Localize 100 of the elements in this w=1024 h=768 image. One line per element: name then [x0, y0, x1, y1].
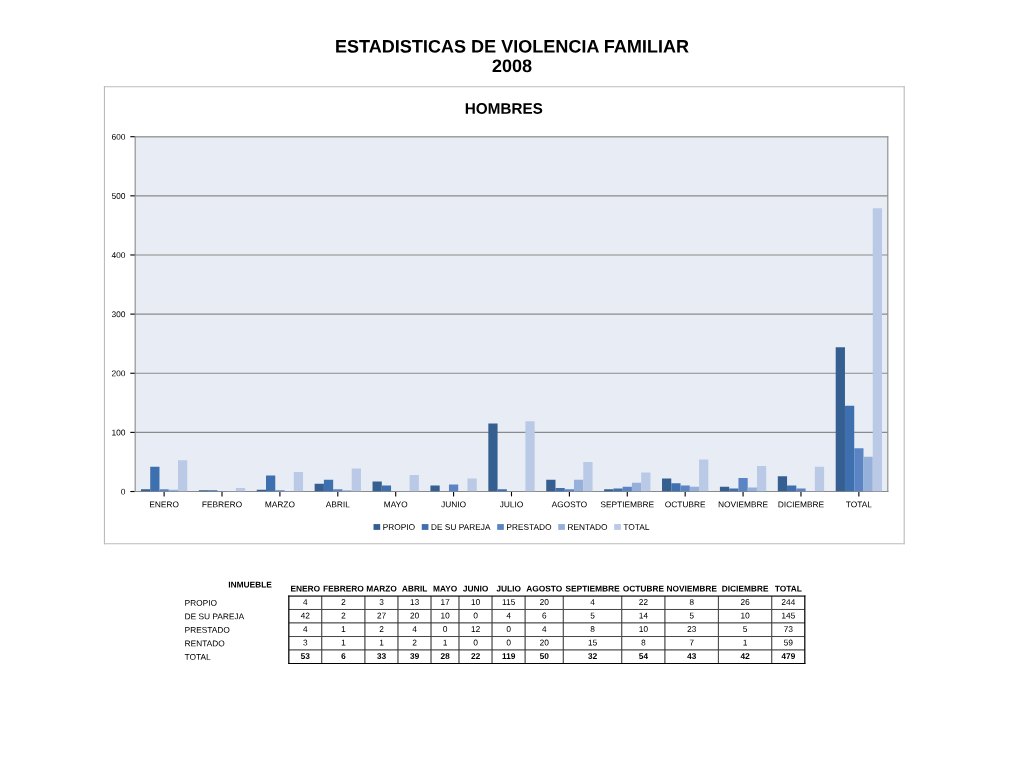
data-label: 53	[300, 653, 310, 660]
x-tick-label: MARZO	[366, 585, 397, 592]
bar	[467, 478, 477, 492]
bar	[159, 489, 169, 492]
data-label: 119	[502, 653, 516, 660]
x-tick-label: TOTAL	[846, 501, 872, 508]
data-label: 22	[471, 653, 480, 659]
chart-subtitle: HOMBRES	[465, 103, 543, 114]
x-tick-label: FEBRERO	[202, 501, 242, 508]
data-label: 4	[542, 626, 547, 632]
data-label: 14	[639, 612, 648, 619]
bar	[266, 475, 276, 492]
data-label: 5	[743, 626, 748, 632]
data-label: 2	[379, 626, 384, 632]
y-tick-label: 100	[112, 429, 126, 436]
x-tick-label: JUNIO	[441, 501, 466, 508]
bar	[178, 460, 188, 492]
bar	[844, 405, 855, 492]
bar	[293, 472, 304, 492]
chart-title: ESTADISTICAS DE VIOLENCIA FAMILIAR 2008	[336, 39, 689, 73]
legend-label: DE SU PAREJA	[431, 524, 491, 530]
x-tick-label: MARZO	[265, 501, 295, 508]
data-label: 1	[341, 626, 346, 632]
x-tick-label: ENERO	[291, 585, 320, 592]
data-label: 20	[540, 639, 549, 646]
data-label: 59	[784, 639, 793, 646]
data-label: 4	[590, 599, 595, 605]
data-label: 28	[440, 653, 450, 660]
x-tick-label: JUNIO	[463, 585, 489, 592]
bar	[351, 468, 361, 492]
data-label: 145	[782, 612, 795, 619]
data-label: 4	[303, 599, 308, 605]
data-label: 1	[379, 639, 384, 646]
data-label: 4	[303, 626, 308, 632]
data-label: 6	[341, 653, 346, 660]
data-label: 4	[412, 626, 417, 632]
y-tick-label: TOTAL	[184, 653, 211, 660]
y-tick-label: 600	[111, 133, 126, 140]
data-label: 1	[443, 639, 448, 646]
y-tick-label: DE SU PAREJA	[185, 613, 245, 620]
x-tick-label: MAYO	[384, 501, 408, 508]
data-label: 10	[639, 626, 648, 632]
x-tick-label: JULIO	[496, 585, 521, 592]
data-label: 1	[341, 639, 346, 646]
data-label: 5	[590, 612, 595, 619]
bar	[372, 481, 382, 492]
data-label: 3	[379, 599, 384, 605]
data-label: 3	[303, 639, 308, 646]
x-tick-label: TOTAL	[774, 585, 802, 592]
x-tick-label: SEPTIEMBRE	[600, 501, 654, 508]
bar	[448, 484, 459, 492]
data-label: 0	[443, 626, 448, 632]
data-label: 0	[506, 639, 511, 646]
x-tick-label: SEPTIEMBRE	[565, 585, 620, 592]
data-label: 17	[441, 599, 450, 605]
bar	[488, 423, 498, 492]
data-label: 43	[687, 653, 697, 660]
data-label: 0	[506, 626, 511, 632]
x-tick-label: ENERO	[149, 501, 179, 508]
data-label: 2	[341, 612, 346, 619]
data-label: 20	[410, 612, 419, 619]
data-label: 23	[687, 626, 696, 632]
data-label: 32	[588, 653, 597, 660]
data-label: 0	[473, 639, 478, 646]
legend-label: TOTAL	[623, 524, 650, 530]
y-tick-label: 500	[111, 193, 126, 199]
bar	[583, 461, 593, 492]
bar	[854, 448, 864, 492]
y-axis-title: INMUEBLE	[228, 581, 272, 588]
data-label: 6	[542, 612, 547, 619]
bar	[150, 466, 160, 492]
data-label: 42	[300, 612, 310, 619]
x-tick-label: ABRIL	[402, 585, 428, 592]
bar	[641, 472, 651, 492]
x-tick-label: FEBRERO	[323, 585, 364, 592]
y-tick-label: RENTADO	[185, 640, 225, 647]
data-label: 27	[377, 612, 386, 619]
x-tick-label: AGOSTO	[526, 585, 562, 592]
bar	[738, 477, 748, 492]
data-label: 115	[502, 599, 515, 605]
bar	[863, 456, 873, 492]
y-tick-label: PROPIO	[185, 599, 217, 606]
bar	[699, 459, 709, 492]
bar	[835, 347, 845, 492]
y-tick-label: 300	[111, 311, 126, 318]
bar	[525, 421, 535, 492]
data-label: 13	[410, 599, 419, 605]
x-tick-label: JULIO	[499, 501, 523, 508]
legend-label: PROPIO	[383, 524, 415, 530]
bar	[777, 476, 788, 492]
data-label: 8	[641, 639, 646, 646]
bar	[555, 487, 565, 492]
data-label: 20	[540, 599, 549, 605]
bar	[747, 487, 757, 492]
data-label: 4	[506, 612, 511, 619]
x-tick-label: NOVIEMBRE	[667, 585, 717, 592]
data-label: 8	[590, 626, 595, 632]
bar	[430, 485, 440, 492]
data-label: 50	[539, 653, 549, 660]
data-label: 54	[639, 653, 649, 660]
